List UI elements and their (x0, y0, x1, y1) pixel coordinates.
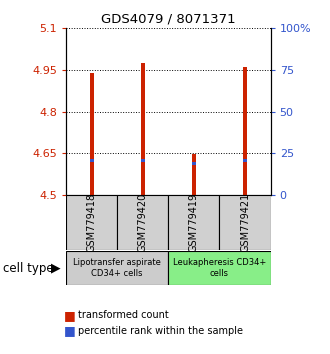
Text: ■: ■ (64, 325, 76, 337)
Text: transformed count: transformed count (78, 310, 168, 320)
Text: Lipotransfer aspirate
CD34+ cells: Lipotransfer aspirate CD34+ cells (73, 258, 161, 278)
Text: GSM779419: GSM779419 (189, 193, 199, 252)
Bar (168, 195, 219, 250)
Text: Leukapheresis CD34+
cells: Leukapheresis CD34+ cells (173, 258, 266, 278)
Text: percentile rank within the sample: percentile rank within the sample (78, 326, 243, 336)
Bar (141, 63, 145, 195)
Bar (89, 73, 94, 195)
Bar (66, 251, 168, 285)
Text: GSM779420: GSM779420 (138, 193, 148, 252)
Text: ■: ■ (64, 309, 76, 321)
Bar (89, 160, 94, 162)
Bar (168, 251, 271, 285)
Bar (66, 195, 117, 250)
Bar (192, 162, 196, 165)
Bar (192, 154, 196, 195)
Text: GSM779418: GSM779418 (86, 193, 97, 252)
Text: cell type: cell type (3, 262, 54, 275)
Bar (243, 160, 247, 162)
Text: ▶: ▶ (51, 262, 61, 275)
Bar (117, 195, 168, 250)
Bar (141, 160, 145, 162)
Text: GSM779421: GSM779421 (240, 193, 250, 252)
Bar (243, 67, 247, 195)
Bar (219, 195, 271, 250)
Title: GDS4079 / 8071371: GDS4079 / 8071371 (101, 13, 236, 26)
